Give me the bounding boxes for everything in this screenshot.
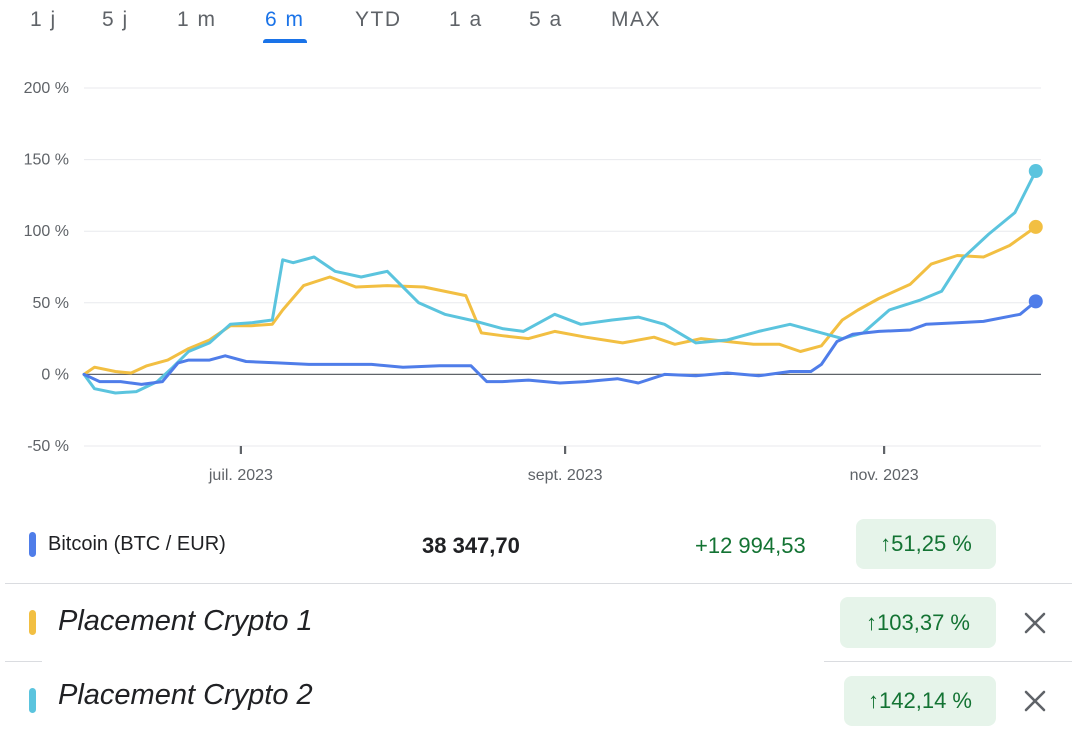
- y-tick-label: 0 %: [41, 366, 69, 383]
- row-divider: [5, 661, 42, 662]
- series-end-point: [1028, 219, 1043, 234]
- asset-name: Bitcoin (BTC / EUR): [48, 533, 226, 555]
- y-axis-labels: 200 % 150 % 100 % 50 % 0 % -50 %: [24, 80, 69, 455]
- chart-grid: [84, 87, 1041, 447]
- comparison-chart[interactable]: 200 % 150 % 100 % 50 % 0 % -50 % juil. 2023 se…: [0, 60, 1074, 500]
- tab-5-days[interactable]: 5 j: [102, 8, 129, 31]
- active-tab-indicator: [263, 39, 307, 43]
- series-color-swatch: [29, 688, 36, 713]
- x-tick-label: nov. 2023: [850, 467, 919, 484]
- row-divider: [824, 661, 1072, 662]
- asset-name: Placement Crypto 1: [58, 605, 313, 637]
- change-percent-badge: ↑51,25 %: [856, 519, 996, 569]
- tab-ytd[interactable]: YTD: [355, 8, 402, 31]
- tab-6-months[interactable]: 6 m: [263, 8, 307, 43]
- row-divider: [5, 583, 1072, 584]
- tab-1-day[interactable]: 1 j: [30, 8, 57, 31]
- y-tick-label: 100 %: [24, 223, 69, 240]
- change-percent-badge: ↑103,37 %: [840, 597, 996, 648]
- series-color-swatch: [29, 610, 36, 635]
- timeframe-tabs: 1 j 5 j 1 m 6 m YTD 1 a 5 a MAX: [0, 0, 1074, 50]
- asset-name: Placement Crypto 2: [58, 679, 313, 711]
- x-tick-label: sept. 2023: [528, 467, 603, 484]
- asset-row-bitcoin[interactable]: Bitcoin (BTC / EUR) 38 347,70 +12 994,53…: [0, 505, 1074, 583]
- series-end-point: [1028, 294, 1043, 309]
- tab-5-years[interactable]: 5 a: [529, 8, 563, 31]
- change-percent-badge: ↑142,14 %: [844, 676, 996, 726]
- y-tick-label: 50 %: [33, 295, 69, 312]
- y-tick-label: -50 %: [27, 438, 69, 455]
- asset-change: +12 994,53: [695, 533, 806, 558]
- series-line: [82, 225, 1038, 376]
- series-color-swatch: [29, 532, 36, 557]
- x-tick-label: juil. 2023: [208, 467, 273, 484]
- close-icon[interactable]: [1023, 611, 1047, 635]
- chart-series: [82, 164, 1043, 395]
- series-end-point: [1028, 164, 1043, 179]
- close-icon[interactable]: [1023, 689, 1047, 713]
- y-tick-label: 150 %: [24, 152, 69, 169]
- asset-row-placement-crypto-1[interactable]: Placement Crypto 1 ↑103,37 %: [0, 584, 1074, 662]
- asset-price: 38 347,70: [422, 533, 520, 558]
- tab-max[interactable]: MAX: [611, 8, 662, 31]
- asset-row-placement-crypto-2[interactable]: Placement Crypto 2 ↑142,14 %: [0, 662, 1074, 740]
- x-axis: juil. 2023 sept. 2023 nov. 2023: [208, 446, 919, 484]
- tab-1-year[interactable]: 1 a: [449, 8, 483, 31]
- series-line: [82, 299, 1038, 386]
- series-line: [82, 169, 1038, 395]
- y-tick-label: 200 %: [24, 80, 69, 97]
- tab-1-month[interactable]: 1 m: [177, 8, 217, 31]
